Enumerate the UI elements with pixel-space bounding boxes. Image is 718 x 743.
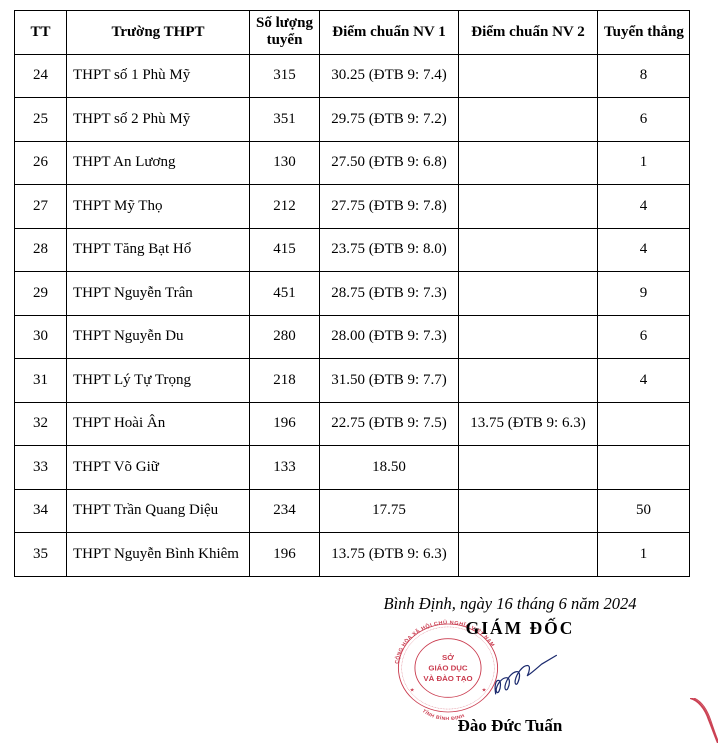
svg-text:GIÁO DỤC: GIÁO DỤC [428, 664, 468, 672]
svg-text:★: ★ [410, 688, 415, 694]
svg-text:SỞ: SỞ [442, 653, 455, 661]
svg-text:VÀ ĐÀO TẠO: VÀ ĐÀO TẠO [423, 675, 472, 683]
